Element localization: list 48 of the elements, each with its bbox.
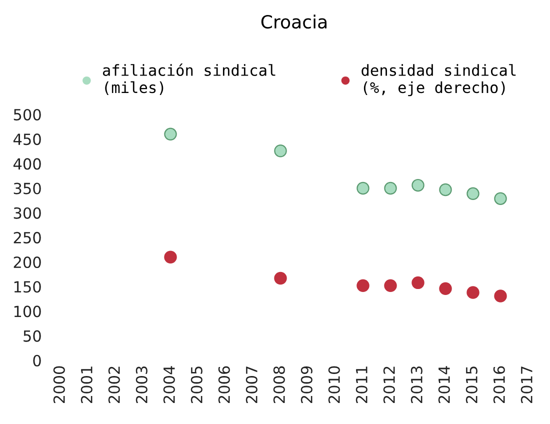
x-tick-label: 2010 [328,366,340,404]
point [412,178,424,192]
point [356,182,370,195]
point [494,192,507,205]
x-tick-label: 2015 [466,366,478,404]
y-tick-label: 0 [33,354,41,366]
x-tick-label: 2007 [246,366,258,404]
point [164,128,177,141]
point [439,282,452,295]
point [164,250,177,264]
x-tick-label: 2009 [300,366,312,404]
y-tick-label: 100 [14,306,41,318]
x-tick-label: 2016 [493,366,505,404]
point [384,279,397,292]
point [274,272,287,285]
x-tick-label: 2013 [410,366,422,404]
x-tick-label: 2003 [136,366,148,404]
x-tick-label: 2017 [520,366,532,404]
y-tick-label: 200 [14,256,41,268]
point [466,286,480,299]
x-tick-label: 2012 [383,366,395,404]
x-tick-label: 2008 [273,366,285,404]
point [274,144,287,158]
x-tick-label: 2000 [53,366,65,404]
point [439,183,452,196]
point [356,279,370,292]
legend-label: afiliación sindical (miles) [102,64,276,95]
legend-label: densidad sindical (%, eje derecho) [362,64,516,96]
y-tick-label: 150 [14,281,41,293]
y-tick-label: 300 [14,207,41,219]
point [412,276,424,290]
y-tick-label: 500 [14,108,41,120]
x-tick-label: 2006 [218,366,230,404]
x-tick-label: 2001 [80,366,92,404]
chart-title: Croacia [261,14,326,29]
point [466,187,480,200]
y-tick-label: 350 [14,182,41,194]
y-tick-label: 450 [13,134,41,146]
x-tick-label: 2005 [190,366,202,404]
x-tick-label: 2002 [108,366,120,404]
point [494,290,507,302]
y-tick-label: 250 [14,232,41,244]
point [384,182,397,195]
x-tick-label: 2011 [356,366,368,404]
x-tick-label: 2014 [438,366,450,404]
x-tick-label: 2004 [163,366,175,404]
y-tick-label: 50 [24,330,41,342]
y-tick-label: 400 [13,158,41,170]
